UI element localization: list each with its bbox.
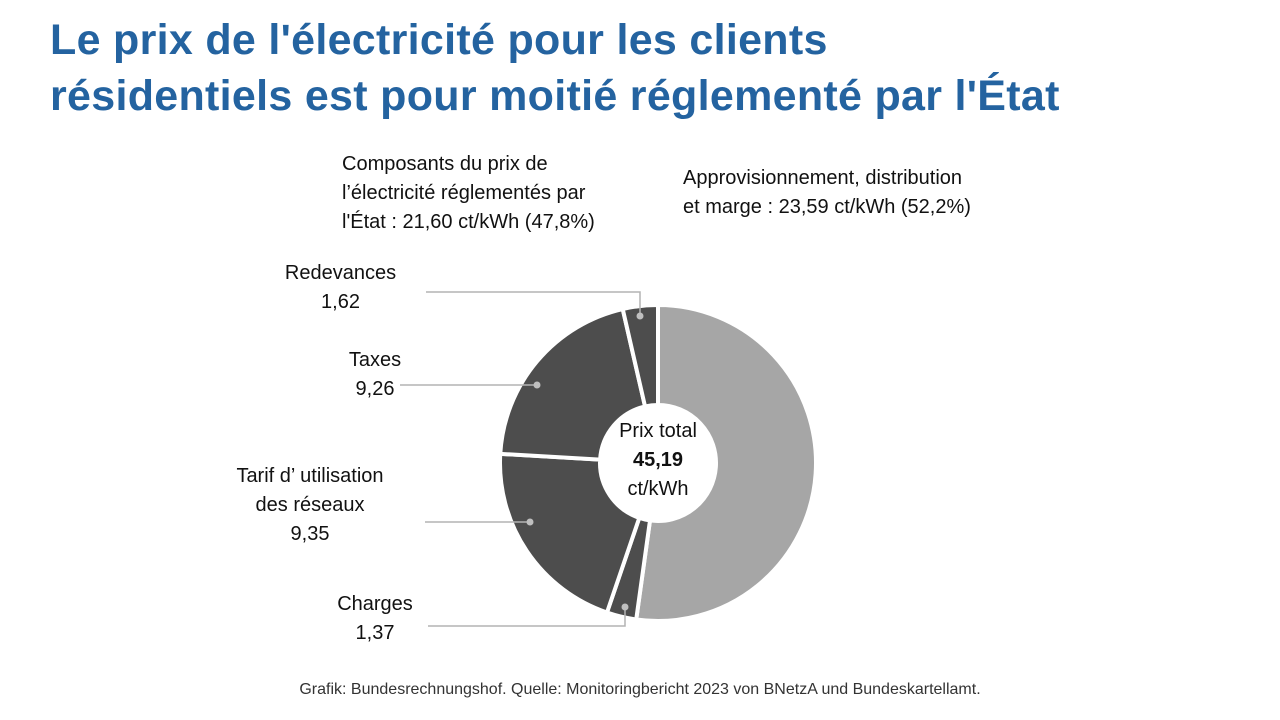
slice-label-tarif-d-utilisation-des-reseaux: Tarif d’ utilisation des réseaux 9,35	[215, 462, 405, 549]
slice-label-line-1: Taxes	[348, 349, 402, 371]
slice-label-line-1: Redevances	[284, 262, 397, 284]
leader-dot-redevances	[636, 312, 644, 320]
slice-label-charges: Charges 1,37	[300, 590, 450, 648]
slice-redevances	[620, 303, 660, 409]
center-total-label: Prix total	[619, 420, 697, 442]
market-components-header: Approvisionnement, distribution et marge…	[683, 164, 971, 222]
slice-label-redevances: Redevances 1,62	[268, 259, 413, 317]
slice-label-line-2: des réseaux	[255, 494, 365, 516]
slice-taxes	[498, 306, 648, 462]
regulated-header-line-3: l'État : 21,60 ct/kWh (47,8%)	[342, 211, 595, 233]
leader-dot-tarif-d-utilisation-des-reseaux	[526, 518, 534, 526]
regulated-header-line-2: l’électricité réglementés par	[342, 182, 586, 204]
slice-label-line-1: Tarif d’ utilisation	[236, 465, 384, 487]
leader-dot-charges	[621, 603, 629, 611]
source-note: Grafik: Bundesrechnungshof. Quelle: Moni…	[299, 681, 981, 698]
slice-label-line-1: Charges	[337, 593, 413, 615]
page-title: Le prix de l'électricité pour les client…	[50, 12, 1260, 124]
slice-label-line-2: 1,62	[321, 291, 360, 313]
market-header-line-2: et marge : 23,59 ct/kWh (52,2%)	[683, 196, 971, 218]
slice-approvisionnement-distribution-et-marge	[634, 303, 819, 623]
leader-line-redevances	[426, 291, 641, 316]
donut-center-label: Prix total 45,19 ct/kWh	[588, 417, 728, 504]
leader-dot-taxes	[533, 381, 541, 389]
title-line-2: résidentiels est pour moitié réglementé …	[50, 72, 1060, 120]
slice-label-line-3: 9,35	[290, 523, 330, 545]
slice-label-line-2: 1,37	[355, 622, 395, 644]
slice-label-line-2: 9,26	[355, 378, 395, 400]
title-line-1: Le prix de l'électricité pour les client…	[50, 16, 828, 64]
center-total-unit: ct/kWh	[627, 478, 689, 500]
slice-label-taxes: Taxes 9,26	[330, 346, 420, 404]
regulated-components-header: Composants du prix de l’électricité régl…	[342, 150, 595, 237]
center-total-value: 45,19	[632, 449, 684, 471]
regulated-header-line-1: Composants du prix de	[342, 153, 548, 175]
slice-tarif-d-utilisation-des-reseaux	[498, 451, 642, 615]
leader-line-charges	[428, 607, 626, 627]
market-header-line-1: Approvisionnement, distribution	[683, 167, 963, 189]
